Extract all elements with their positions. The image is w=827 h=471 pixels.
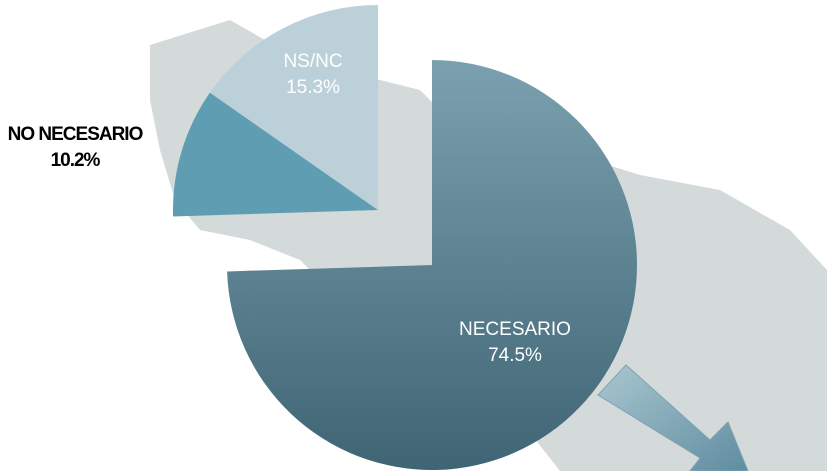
arrow bbox=[597, 364, 749, 471]
slice-label: NECESARIO bbox=[459, 319, 571, 340]
slice-value-label: 10.2% bbox=[51, 150, 101, 171]
slice-value-label: 15.3% bbox=[286, 77, 340, 98]
slice-value-label: 74.5% bbox=[488, 345, 542, 366]
pie-slice bbox=[227, 60, 637, 470]
pie-slice bbox=[172, 92, 378, 217]
slice-label: NO NECESARIO bbox=[8, 124, 143, 145]
pie-slice bbox=[209, 5, 378, 210]
slice-label: NS/NC bbox=[283, 51, 342, 72]
